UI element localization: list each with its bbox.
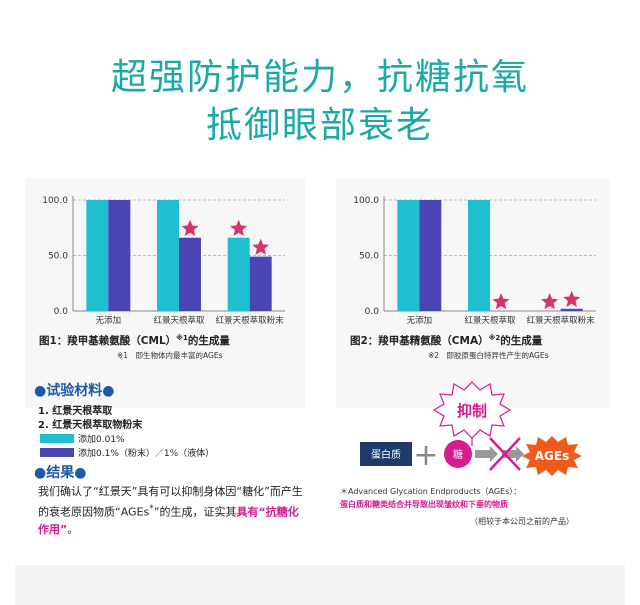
results-text-end: 。 (67, 522, 79, 536)
legend-label-teal: 添加0.01% (78, 435, 125, 445)
x-tick-label: 红景天根萃取 (464, 315, 516, 326)
bar (249, 256, 272, 311)
y-tick-label: 50.0 (359, 252, 379, 262)
plus-sign: + (413, 438, 438, 473)
results-text-plain: 我们确认了“红景天”具有可以抑制身体因“糖化”而产生的衰老原因物质“AGEs (38, 485, 303, 519)
y-tick-label: 100.0 (42, 196, 68, 206)
results-text-highlight: 具有“抗糖化作用” (38, 505, 299, 536)
chart-cml: 0.0 50.0 100.0 无添加 红景天根萃取 红景天根萃取粉末图1：羧甲基赖氨酸（C… (39, 196, 285, 360)
materials-title: ●试验材料● (34, 383, 115, 399)
x-tick-label: 红景天根萃取 (153, 315, 205, 326)
star-marker (181, 219, 199, 236)
ages-note-1: ＊Advanced Glycation Endproducts（AGEs）： (340, 487, 522, 496)
chart-title-note: ※1 (176, 333, 188, 342)
legend-swatch-teal (40, 434, 74, 443)
legend-entry-teal: 添加0.01% (40, 432, 125, 445)
bar (157, 200, 179, 311)
inhibit-label: 抑制 (457, 402, 487, 420)
chart-title-note: ※2 (489, 333, 501, 342)
x-tick-label: 无添加 (407, 315, 433, 326)
agesdiagram: 抑制 蛋白质 + 糖 AGEs (360, 381, 582, 476)
star-marker (492, 293, 510, 310)
sugar-circle (444, 440, 472, 468)
y-tick-label: 0.0 (365, 307, 380, 317)
material-item-2: 2. 红景天根萃取物粉末 (38, 420, 143, 431)
chart-footnote: ※2 即胶原蛋白特异性产生的AGEs (428, 350, 549, 360)
x-tick-label: 红景天根萃取粉末 (527, 315, 596, 326)
star-marker (541, 293, 559, 310)
sugar-label: 糖 (453, 448, 463, 461)
x-tick-label: 红景天根萃取粉末 (216, 315, 285, 326)
bar (108, 200, 131, 311)
material-item-1: 1. 红景天根萃取 (38, 406, 113, 417)
chart-cma: 0.0 50.0 100.0 无添加 红景天根萃取 红景天根萃取粉末图2：羧甲基精氨酸（C… (350, 196, 596, 360)
x-tick-label: 无添加 (96, 315, 122, 326)
chart-title-suffix: 的生成量 (188, 334, 230, 347)
bar (468, 200, 490, 311)
results-text-plain-2: ”的生成，证实其 (153, 505, 237, 519)
ages-label: AGEs (535, 449, 569, 463)
results-text: 我们确认了“红景天”具有可以抑制身体因“糖化”而产生的衰老原因物质“AGEs*”… (38, 483, 308, 538)
headline-line-1: 超强防护能力，抗糖抗氧 (110, 57, 529, 98)
results-note-mark: * (149, 503, 154, 514)
ages-burst (522, 436, 582, 476)
protein-label: 蛋白质 (371, 448, 401, 461)
chart-title: 图1：羧甲基赖氨酸（CML）※1的生成量 (39, 333, 230, 347)
results-title: ●结果● (34, 465, 87, 481)
star-marker (230, 219, 248, 236)
legend-swatch-purple (40, 448, 74, 457)
bar (560, 308, 583, 311)
arrow-1 (475, 446, 498, 462)
headline-line-2: 抵御眼部衰老 (205, 105, 434, 146)
bar (179, 237, 201, 311)
star-marker (563, 290, 581, 308)
y-tick-label: 0.0 (54, 307, 69, 317)
star-marker (252, 238, 270, 255)
bar (227, 237, 250, 311)
bar (86, 200, 109, 311)
y-tick-label: 100.0 (353, 196, 379, 206)
bar (419, 200, 442, 311)
ages-note-3: （相较于本公司之前的产品） (470, 517, 574, 526)
bar (397, 200, 420, 311)
legend-label-purple: 添加0.1%（粉末）／1%（液体） (78, 449, 215, 459)
y-tick-label: 50.0 (48, 252, 68, 262)
chart-panel-cml: 0.0 50.0 100.0 无添加 红景天根萃取 红景天根萃取粉末图1：羧甲基赖氨酸（C… (25, 178, 305, 408)
cross-line-2 (489, 437, 521, 471)
chart-panel-cma: 0.0 50.0 100.0 无添加 红景天根萃取 红景天根萃取粉末图2：羧甲基精氨酸（C… (336, 178, 610, 408)
chart-footnote: ※1 即生物体内最丰富的AGEs (117, 350, 223, 360)
legend-entry-purple: 添加0.1%（粉末）／1%（液体） (40, 446, 214, 459)
chart-title: 图2：羧甲基精氨酸（CMA）※2的生成量 (350, 333, 543, 347)
bottom-panel (15, 565, 625, 605)
protein-box (360, 442, 412, 466)
chart-title-suffix: 的生成量 (500, 334, 542, 347)
ages-note-2: 蛋白质和糖类结合并导致出现皱纹和下垂的物质 (340, 500, 508, 509)
